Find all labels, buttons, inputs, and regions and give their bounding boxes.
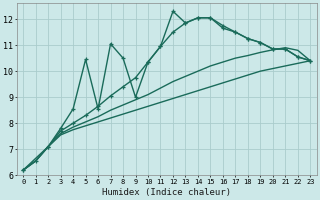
X-axis label: Humidex (Indice chaleur): Humidex (Indice chaleur) — [102, 188, 231, 197]
